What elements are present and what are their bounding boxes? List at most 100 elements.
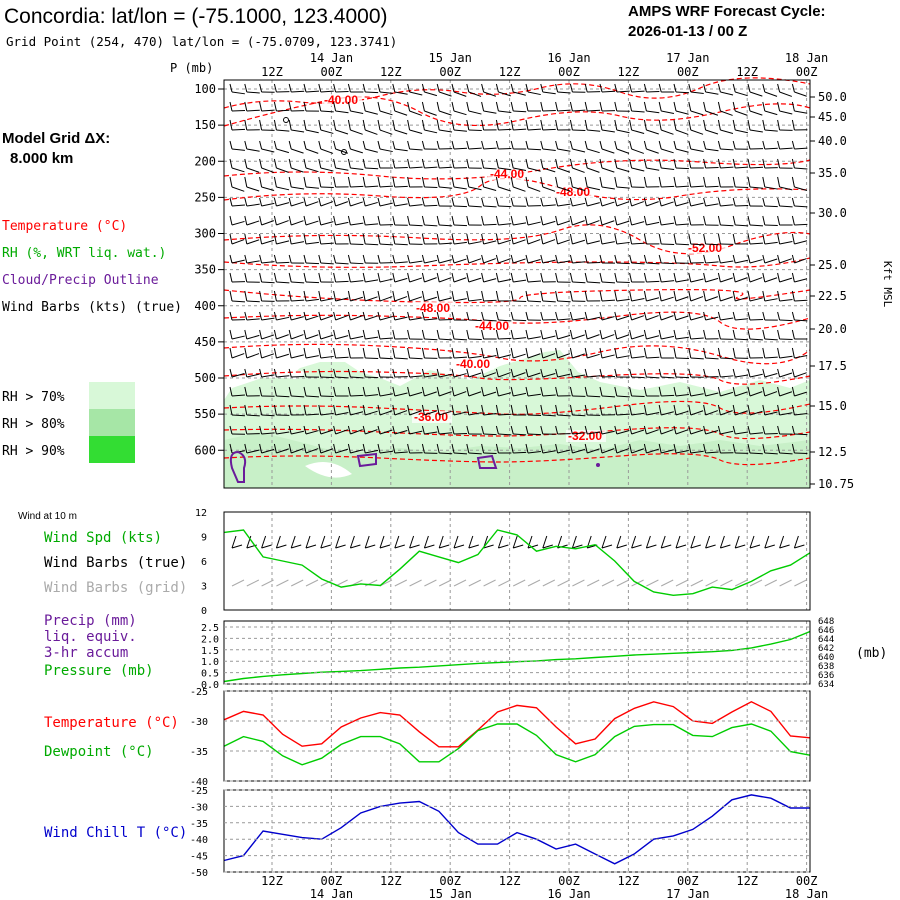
wind-barb-staff — [246, 318, 260, 321]
grid-barb-staff — [379, 579, 393, 587]
pressure-axis-label: P (mb) — [170, 61, 213, 75]
wind-barb-flag — [584, 386, 588, 397]
surface-barb-staff — [423, 535, 429, 549]
wind-barb-flag — [629, 290, 633, 302]
y-tick-label: -35 — [190, 819, 208, 830]
temperature-contour — [223, 77, 811, 109]
wind-barb-staff — [483, 167, 497, 170]
wind-barb-flag — [703, 197, 707, 207]
grid-point: Grid Point (254, 470) lat/lon = (-75.070… — [6, 34, 397, 49]
wind-barb-flag — [421, 329, 425, 340]
wind-barb-flag — [436, 368, 440, 378]
wind-barb-flag — [392, 311, 396, 321]
wind-barb-flag — [259, 290, 263, 302]
wind-barb-staff — [661, 449, 674, 454]
wind-barb-flag — [377, 158, 381, 169]
wind-barb-flag — [392, 347, 396, 359]
wind-barb-flag — [777, 158, 781, 169]
wind-barb-staff — [779, 241, 793, 245]
wind-barb-flag — [362, 233, 366, 245]
wind-barb-flag — [703, 368, 707, 378]
wind-barb-flag — [703, 290, 707, 302]
wind-barb-flag — [777, 176, 781, 188]
grid-barb-staff — [660, 579, 674, 587]
wind-barb-staff — [705, 316, 719, 321]
legend-wind-barbs-grid: Wind Barbs (grid) — [44, 580, 187, 596]
wind-barb-staff — [794, 391, 807, 397]
wind-barb-flag — [673, 215, 677, 226]
surface-barb-flag — [320, 544, 331, 549]
wind-barb-flag — [436, 272, 440, 283]
wind-barb-flag — [244, 176, 248, 188]
wind-barb-staff — [365, 223, 379, 226]
wind-barb-flag — [273, 158, 277, 169]
wind-barb-flag — [584, 404, 588, 416]
wind-barb-flag — [288, 254, 292, 264]
wind-barb-flag — [717, 329, 721, 340]
wind-barb-flag — [229, 347, 233, 359]
wind-barb-flag — [599, 386, 603, 397]
cloud-outline-1 — [229, 450, 247, 483]
wind-barb-staff — [335, 429, 349, 435]
wind-barb-staff — [764, 241, 778, 245]
wind-barb-flag — [229, 404, 233, 416]
wind-barb-flag — [244, 347, 248, 359]
grid-barb-staff — [690, 579, 704, 587]
surface-barb-flag — [572, 544, 583, 549]
wind-barb-flag — [318, 158, 322, 169]
y-tick-label: 0.5 — [201, 669, 219, 680]
y-tick-label: -30 — [190, 717, 208, 728]
surface-barb-flag — [527, 544, 539, 549]
wind-barb-flag — [791, 83, 795, 93]
wind-barb-staff — [379, 129, 393, 135]
wind-barb-staff — [794, 91, 807, 97]
wind-barb-flag — [525, 233, 529, 245]
wind-barb-flag — [333, 215, 337, 226]
wind-barb-flag — [318, 425, 322, 435]
wind-barb-staff — [720, 260, 734, 264]
wind-barb-flag — [244, 158, 248, 169]
grid-barb-staff — [424, 579, 437, 587]
wind-barb-staff — [291, 167, 304, 173]
height-tick-label: 12.5 — [818, 445, 847, 459]
wind-barb-flag — [658, 329, 662, 340]
surface-barb-flag — [513, 544, 524, 549]
wind-barb-flag — [599, 347, 603, 359]
windchill-series — [223, 794, 810, 865]
wind-barb-flag — [288, 443, 292, 454]
wind-barb-staff — [379, 315, 393, 321]
wind-barb-flag — [288, 404, 292, 416]
wind-barb-flag — [288, 140, 292, 150]
wind-barb-flag — [303, 140, 307, 150]
wind-barb-staff — [690, 110, 704, 116]
wind-barb-flag — [495, 404, 499, 416]
wind-barb-flag — [688, 176, 692, 188]
wind-barb-flag — [259, 386, 263, 397]
wind-barb-flag — [244, 368, 248, 378]
wind-barb-flag — [555, 119, 559, 131]
wind-barb-flag — [495, 140, 499, 150]
wind-barb-flag — [333, 140, 337, 150]
surface-barb-flag — [779, 544, 790, 549]
wind-barb-flag — [451, 404, 455, 416]
pressure-tick-label: 644 — [818, 635, 834, 645]
wind-barb-staff — [231, 372, 245, 378]
wind-barb-flag — [392, 197, 396, 207]
wind-barb-staff — [587, 240, 600, 245]
rh80-area-light — [224, 432, 810, 488]
wind-barb-flag — [629, 329, 633, 340]
wind-barb-flag — [347, 347, 351, 359]
wind-barb-flag — [777, 347, 781, 359]
wind-barb-flag — [466, 140, 470, 150]
wind-barb-flag — [525, 290, 529, 302]
grid-barb-staff — [320, 579, 334, 587]
wind-barb-flag — [466, 290, 470, 302]
surface-barb-staff — [705, 535, 711, 549]
wind-barb-flag — [555, 290, 559, 302]
wind-barb-staff — [335, 221, 349, 226]
wind-barb-staff — [335, 201, 349, 207]
wind-barb-flag — [510, 176, 514, 188]
wind-barb-flag — [569, 233, 573, 245]
wind-barb-staff — [320, 315, 334, 321]
grid-barb-staff — [675, 579, 689, 587]
